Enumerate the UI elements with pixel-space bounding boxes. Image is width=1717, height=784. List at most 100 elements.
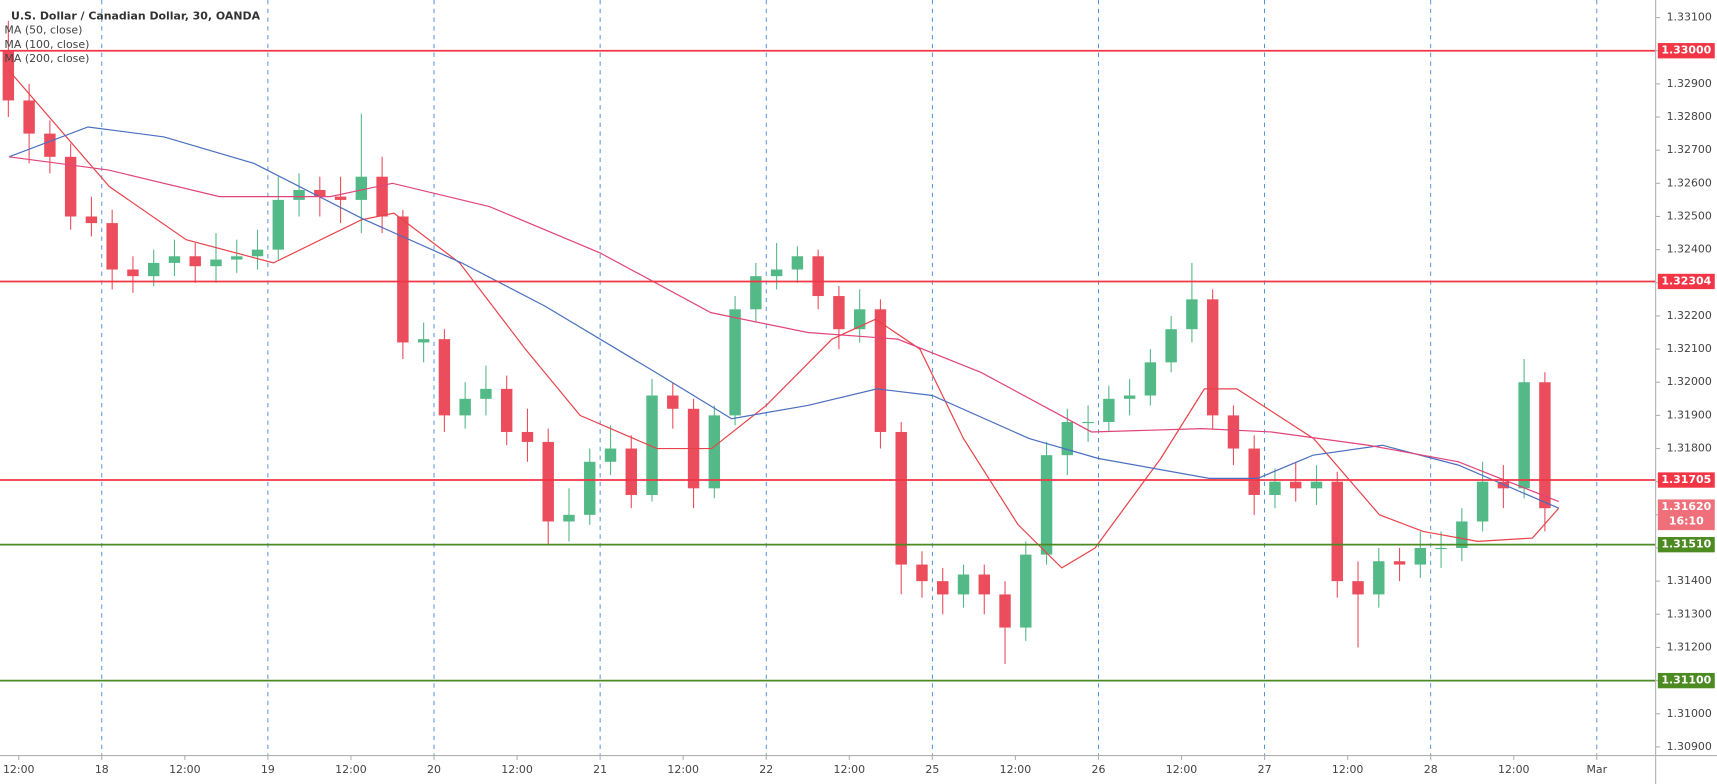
level-label-box (1657, 537, 1715, 553)
y-tick-label: 1.32900 (1667, 77, 1712, 90)
candle-body (1186, 299, 1198, 330)
moving-average (8, 156, 1559, 503)
candle-body (1373, 561, 1385, 595)
candle-body (1393, 561, 1406, 565)
x-tick-label: 25 (925, 763, 939, 776)
candle-body (44, 133, 56, 157)
candle-body (438, 339, 451, 416)
candle-body (1414, 548, 1427, 565)
candle-body (1040, 455, 1053, 555)
candle-body (1352, 581, 1364, 595)
candle-body (563, 514, 575, 522)
candle-body (625, 448, 637, 495)
candle-body (231, 256, 243, 260)
x-tick-label: 12:00 (169, 763, 201, 776)
candle-body (1103, 398, 1115, 423)
level-label: 1.31510 (1661, 538, 1711, 551)
candle-body (1310, 481, 1323, 489)
x-tick-label: 12:00 (1000, 763, 1032, 776)
y-tick-label: 1.32100 (1667, 342, 1712, 355)
y-tick-label: 1.33100 (1667, 11, 1712, 24)
candle-body (1020, 554, 1032, 628)
candle-body (500, 388, 513, 432)
x-tick-label: 21 (593, 763, 607, 776)
candle-body (1290, 481, 1302, 489)
level-label: 1.31705 (1661, 473, 1711, 486)
candle-body (376, 176, 388, 217)
y-tick-label: 1.31900 (1667, 408, 1712, 421)
moving-average (8, 126, 1559, 509)
candle-body (1539, 382, 1551, 509)
candle-body (646, 395, 658, 495)
last-price-box (1657, 499, 1715, 531)
candle-body (895, 431, 907, 565)
y-tick-label: 1.31000 (1667, 707, 1712, 720)
countdown-label: 16:10 (1669, 514, 1704, 527)
y-tick-label: 1.31300 (1667, 607, 1712, 620)
candle-body (1123, 395, 1136, 399)
candle-body (2, 50, 15, 101)
candle-body (916, 564, 928, 582)
last-price-label: 1.31620 (1661, 500, 1711, 513)
candle-body (1082, 422, 1094, 424)
candle-body (397, 216, 409, 343)
candle-body (23, 100, 35, 134)
x-tick-label: 26 (1092, 763, 1106, 776)
x-tick-label: Mar (1586, 763, 1607, 776)
candle-body (999, 594, 1011, 628)
candle-body (1518, 382, 1530, 489)
y-tick-label: 1.31200 (1667, 640, 1712, 653)
legend-entry: MA (200, close) (4, 52, 89, 65)
candle-body (957, 574, 970, 595)
candle-body (770, 269, 783, 277)
candle-body (1248, 448, 1260, 495)
candle-body (542, 441, 554, 522)
candle-body (1061, 422, 1074, 456)
candle-body (480, 388, 492, 399)
legend-entry: MA (100, close) (4, 38, 89, 51)
candle-body (355, 176, 368, 200)
candle-body (937, 581, 949, 595)
y-tick-label: 1.32600 (1667, 176, 1712, 189)
candle-body (334, 196, 347, 200)
level-label-box (1657, 472, 1715, 488)
candle-body (791, 256, 804, 270)
candle-body (1476, 481, 1489, 522)
x-tick-label: 12:00 (1498, 763, 1530, 776)
candle-body (417, 339, 430, 343)
x-tick-label: 12:00 (501, 763, 533, 776)
plot-area (0, 20, 1656, 682)
candle-body (168, 256, 181, 263)
candle-body (604, 448, 617, 462)
candle-body (251, 249, 264, 257)
candle-body (272, 199, 284, 250)
x-tick-label: 12:00 (1332, 763, 1364, 776)
x-tick-label: 18 (95, 763, 109, 776)
candle-body (667, 395, 679, 409)
x-tick-label: 19 (261, 763, 275, 776)
candle-body (853, 309, 866, 330)
level-label: 1.31100 (1661, 674, 1711, 687)
legend-entry: MA (50, close) (4, 24, 82, 37)
candle-body (189, 256, 201, 267)
candle-body (812, 256, 824, 297)
level-label: 1.32304 (1661, 274, 1711, 287)
candle-body (1269, 481, 1281, 495)
candle-body (127, 269, 139, 277)
candle-body (978, 574, 990, 595)
x-tick-label: 22 (759, 763, 773, 776)
moving-average (8, 70, 1560, 569)
candle-body (750, 276, 762, 310)
level-label: 1.33000 (1661, 44, 1711, 57)
x-tick-label: 28 (1424, 763, 1438, 776)
y-tick-label: 1.31800 (1667, 442, 1712, 455)
candle-body (1331, 481, 1343, 582)
y-tick-label: 1.31400 (1667, 574, 1712, 587)
level-label-box (1657, 672, 1715, 689)
x-tick-label: 27 (1258, 763, 1272, 776)
candle-body (708, 415, 721, 489)
candle-body (1206, 299, 1219, 416)
candle-body (1165, 329, 1177, 363)
candle-body (874, 309, 887, 432)
